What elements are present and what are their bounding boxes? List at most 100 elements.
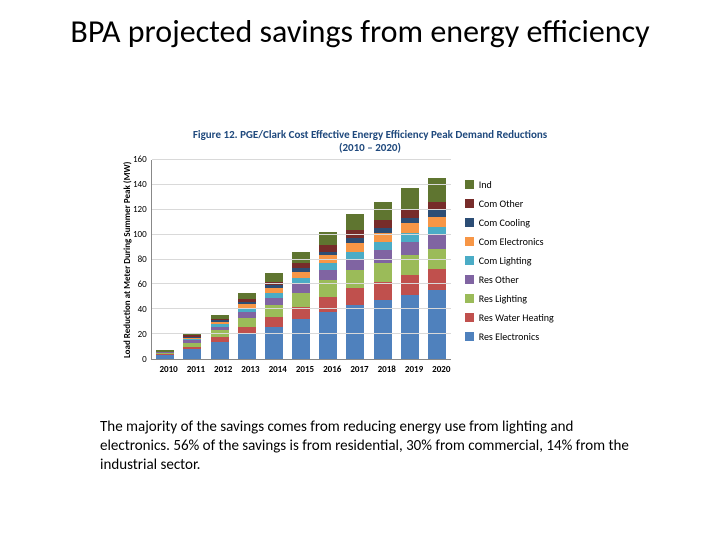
bar-segment-com_electronics [401,223,419,233]
bar-segment-res_lighting [238,318,256,327]
bar-segment-res_lighting [265,305,283,316]
legend-label: Com Electronics [479,235,544,248]
legend-swatch [465,313,474,322]
legend-item: Res Lighting [465,292,554,305]
bar-segment-res_other [401,242,419,256]
legend-item: Ind [465,178,554,191]
bar-segment-res_water_heating [265,317,283,327]
bar [346,214,364,359]
chart-title: Figure 12. PGE/Clark Cost Effective Ener… [120,128,620,154]
legend-label: Com Lighting [479,254,532,267]
bar-segment-com_lighting [374,242,392,251]
x-tick-label: 2010 [160,364,178,375]
bar-segment-res_water_heating [319,297,337,312]
bars [152,160,451,359]
bar-segment-com_other [374,220,392,228]
legend-swatch [465,180,474,189]
plot-column: 160140120100806040200 Ind Com Other Com Co… [133,160,554,375]
bar [319,232,337,360]
legend-item: Res Other [465,273,554,286]
legend-swatch [465,256,474,265]
caption: The majority of the savings comes from r… [100,418,640,474]
legend-label: Res Other [479,273,519,286]
bar-segment-ind [292,252,310,263]
legend-item: Res Electronics [465,330,554,343]
legend-item: Com Cooling [465,216,554,229]
x-tick-label: 2019 [405,364,423,375]
legend: Ind Com Other Com Cooling Com Electronics Co… [465,160,554,360]
x-tick-label: 2017 [350,364,368,375]
bar [183,333,201,359]
slide: BPA projected savings from energy effici… [0,0,720,540]
legend-swatch [465,332,474,341]
x-tick-label: 2016 [323,364,341,375]
gridline [152,333,451,334]
x-tick-label: 2014 [269,364,287,375]
gridline [152,209,451,210]
bar-segment-res_other [319,270,337,280]
bar-segment-com_electronics [428,217,446,227]
bar [156,350,174,359]
legend-swatch [465,237,474,246]
bar-segment-res_lighting [292,293,310,307]
legend-item: Com Electronics [465,235,554,248]
bar-segment-res_water_heating [401,275,419,295]
bar-segment-res_lighting [346,270,364,288]
chart-area: Load Reduction at Meter During Summer Pe… [120,160,620,375]
gridline [152,283,451,284]
x-tick-label: 2013 [241,364,259,375]
bar-segment-res_electronics [292,319,310,359]
bar [292,252,310,360]
legend-swatch [465,218,474,227]
x-tick-label: 2015 [296,364,314,375]
gridline [152,234,451,235]
legend-label: Com Other [479,197,524,210]
legend-swatch [465,199,474,208]
bar-segment-res_electronics [265,327,283,360]
chart-container: Figure 12. PGE/Clark Cost Effective Ener… [120,128,620,375]
bar-segment-res_water_heating [428,269,446,290]
x-tick-label: 2020 [432,364,450,375]
chart-title-line1: Figure 12. PGE/Clark Cost Effective Ener… [193,128,547,141]
legend-item: Res Water Heating [465,311,554,324]
plot-row: 160140120100806040200 Ind Com Other Com Co… [133,160,554,360]
gridline [152,184,451,185]
bar-segment-res_electronics [238,334,256,359]
legend-swatch [465,294,474,303]
x-tick-label: 2011 [187,364,205,375]
bar-segment-res_electronics [346,305,364,359]
bar-segment-res_electronics [401,295,419,359]
bar-segment-res_lighting [374,263,392,282]
bar [374,202,392,360]
bar-segment-res_other [428,235,446,249]
plot [151,160,451,360]
legend-label: Ind [479,178,492,191]
gridline [152,159,451,160]
bar-segment-ind [346,214,364,230]
bar-segment-ind [265,273,283,282]
bar-segment-res_electronics [428,290,446,359]
bar-segment-res_other [292,284,310,293]
bar-segment-ind [374,202,392,221]
gridline [152,308,451,309]
y-ticks: 160140120100806040200 [133,160,151,360]
bar [265,273,283,359]
x-tick-label: 2012 [214,364,232,375]
bar-segment-res_electronics [319,312,337,360]
legend-label: Res Lighting [479,292,527,305]
chart-title-line2: (2010 – 2020) [339,141,401,154]
bar-segment-com_lighting [319,263,337,271]
y-axis-label: Load Reduction at Meter During Summer Pe… [120,160,133,360]
bar-segment-res_other [374,250,392,263]
bar [211,315,229,359]
bar-segment-res_electronics [211,342,229,360]
bar [428,178,446,359]
bar-segment-com_electronics [346,243,364,252]
legend-label: Com Cooling [479,216,530,229]
legend-label: Res Water Heating [479,311,554,324]
bar-segment-ind [401,188,419,209]
bar-segment-res_other [346,259,364,270]
bar-segment-com_other [401,209,419,218]
legend-swatch [465,275,474,284]
bar-segment-res_electronics [183,349,201,359]
